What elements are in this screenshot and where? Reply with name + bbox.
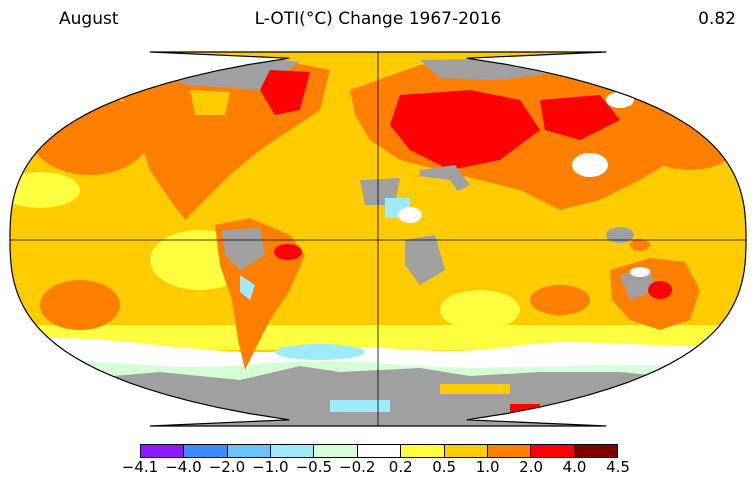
ocean-blue-patch (275, 344, 365, 360)
canada-yellow-area (190, 90, 230, 115)
global-mean-value: 0.82 (698, 9, 736, 29)
legend-swatch (574, 445, 617, 457)
legend-tick-label: −4.0 (165, 458, 202, 476)
africa-white-patch (398, 207, 422, 223)
legend-swatch (401, 445, 445, 457)
siberia-hotspot (540, 95, 620, 140)
legend-tick-label: −2.0 (208, 458, 246, 476)
legend-swatch (444, 445, 488, 457)
indonesia-orange (630, 239, 650, 251)
central-africa-no-data (405, 235, 445, 285)
antarctica-no-data (60, 366, 746, 426)
china-white-patch (572, 153, 608, 177)
legend-swatch (357, 445, 402, 457)
legend-tick-label: 4.5 (606, 458, 630, 476)
australia-hotspot (648, 281, 672, 299)
indonesia-no-data (606, 227, 634, 243)
legend-tick-label: 4.0 (562, 458, 587, 476)
color-legend-ticks: −4.1 −4.0 −2.0 −1.0 −0.5 −0.2 0.2 0.5 1.0 2.0 4.0 4… (122, 458, 630, 480)
month-label: August (59, 9, 119, 29)
amazon-no-data (222, 228, 265, 270)
east-asia-white-patch (606, 92, 634, 108)
legend-tick-label: −1.0 (252, 458, 289, 476)
legend-tick-label: 2.0 (519, 458, 544, 476)
brazil-hotspot (274, 244, 302, 260)
legend-swatch (314, 445, 358, 457)
legend-tick-label: 1.0 (475, 458, 500, 476)
ocean-orange-indian (530, 285, 590, 315)
central-eurasia-hotspot (390, 90, 540, 170)
legend-tick-label: −4.1 (121, 458, 159, 476)
ocean-yellow-central-pacific (10, 172, 80, 208)
legend-swatch (141, 445, 185, 457)
greenland-hotspot (260, 70, 310, 115)
ocean-orange-south-pacific (40, 280, 120, 330)
color-legend-bar (140, 444, 618, 458)
antarctica-blue-patch (330, 400, 390, 412)
legend-swatch (531, 445, 575, 457)
globe-outline (9, 51, 747, 427)
legend-swatch (184, 445, 228, 457)
legend-tick-label: 0.2 (388, 458, 413, 476)
legend-swatch (271, 445, 315, 457)
legend-swatch (227, 445, 272, 457)
australia-white-patch (630, 267, 650, 277)
temperature-anomaly-map (9, 51, 747, 427)
legend-tick-label: 0.5 (432, 458, 457, 476)
andes-cool-patch (240, 275, 255, 300)
australia-no-data (620, 268, 655, 300)
legend-tick-label: −0.5 (295, 458, 333, 476)
map-title: L-OTI(°C) Change 1967-2016 (254, 9, 502, 29)
legend-tick-label: −0.2 (339, 458, 376, 476)
antarctica-orange-patch (440, 384, 510, 394)
legend-swatch (487, 445, 532, 457)
ocean-yellow-indian (440, 290, 520, 330)
